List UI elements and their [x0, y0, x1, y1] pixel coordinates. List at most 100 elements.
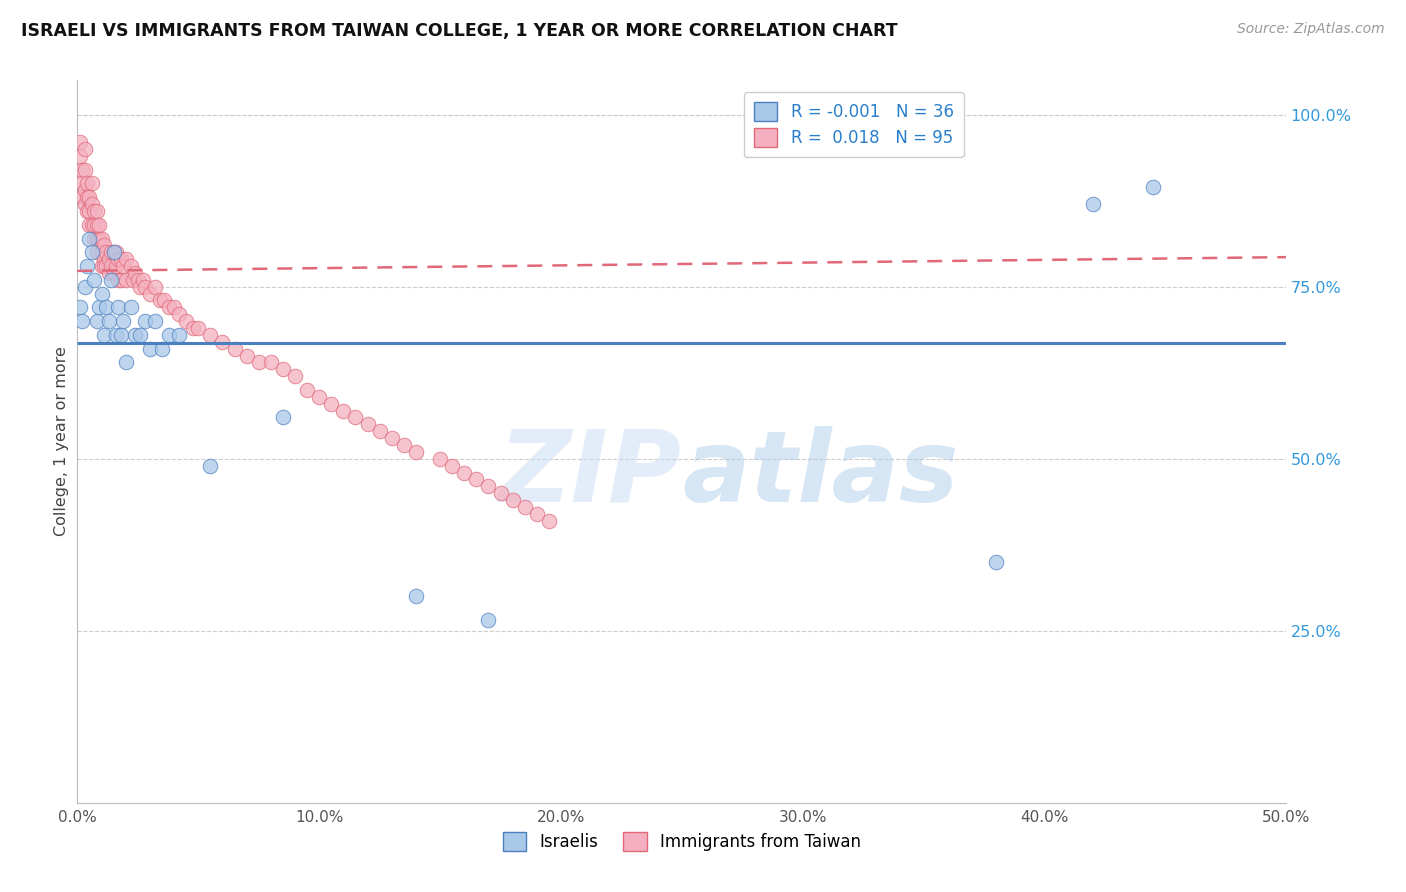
Point [69, 135, 91, 149]
Point [80, 218, 103, 232]
Point [83, 273, 105, 287]
Point [83, 231, 105, 245]
Legend: Israelis, Immigrants from Taiwan: Israelis, Immigrants from Taiwan [495, 823, 869, 860]
Point [271, 410, 294, 425]
Point [86, 204, 108, 219]
Point [103, 245, 125, 260]
Point [90, 245, 112, 260]
Point [105, 327, 128, 342]
Point [502, 493, 524, 508]
Text: Source: ZipAtlas.com: Source: ZipAtlas.com [1237, 22, 1385, 37]
Point [103, 266, 125, 280]
Point [124, 327, 146, 342]
Point [93, 252, 115, 267]
Point [105, 245, 128, 260]
Point [79, 218, 101, 232]
Point [344, 410, 367, 425]
Point [139, 286, 162, 301]
Point [174, 314, 197, 328]
Point [76, 190, 98, 204]
Point [183, 321, 205, 335]
Point [76, 177, 98, 191]
Point [110, 327, 132, 342]
Point [429, 451, 451, 466]
Point [139, 342, 162, 356]
Point [295, 383, 318, 397]
Point [86, 245, 108, 260]
Point [112, 259, 135, 273]
Point [200, 458, 222, 473]
Point [80, 245, 103, 260]
Point [97, 252, 120, 267]
Point [392, 438, 415, 452]
Point [148, 293, 170, 308]
Point [114, 252, 136, 267]
Point [107, 273, 129, 287]
Point [96, 301, 118, 315]
Point [105, 259, 128, 273]
Point [134, 279, 156, 293]
Point [73, 142, 96, 156]
Point [134, 314, 156, 328]
Point [489, 486, 512, 500]
Point [96, 245, 118, 260]
Point [381, 431, 404, 445]
Point [356, 417, 378, 432]
Point [73, 279, 96, 293]
Point [1142, 180, 1164, 194]
Y-axis label: College, 1 year or more: College, 1 year or more [53, 347, 69, 536]
Point [405, 590, 427, 604]
Point [93, 327, 115, 342]
Point [235, 349, 257, 363]
Point [131, 273, 153, 287]
Point [211, 334, 233, 349]
Point [224, 342, 246, 356]
Point [97, 314, 120, 328]
Point [70, 190, 93, 204]
Text: ISRAELI VS IMMIGRANTS FROM TAIWAN COLLEGE, 1 YEAR OR MORE CORRELATION CHART: ISRAELI VS IMMIGRANTS FROM TAIWAN COLLEG… [21, 22, 897, 40]
Point [271, 362, 294, 376]
Point [187, 321, 209, 335]
Point [167, 307, 190, 321]
Point [167, 327, 190, 342]
Point [86, 218, 108, 232]
Point [143, 279, 166, 293]
Point [86, 231, 108, 245]
Point [73, 162, 96, 177]
Point [477, 479, 499, 493]
Point [79, 190, 101, 204]
Point [73, 197, 96, 211]
Point [69, 149, 91, 163]
Point [405, 445, 427, 459]
Point [247, 355, 270, 369]
Point [332, 403, 354, 417]
Point [127, 273, 149, 287]
Point [153, 293, 176, 308]
Point [87, 218, 110, 232]
Point [150, 342, 173, 356]
Point [477, 614, 499, 628]
Point [107, 252, 129, 267]
Point [465, 472, 488, 486]
Point [122, 273, 145, 287]
Point [83, 204, 105, 219]
Point [260, 355, 283, 369]
Point [526, 507, 548, 521]
Point [79, 231, 101, 245]
Point [110, 252, 132, 267]
Point [284, 369, 307, 384]
Point [73, 183, 96, 197]
Point [513, 500, 536, 514]
Point [79, 204, 101, 219]
Point [157, 301, 180, 315]
Point [87, 301, 110, 315]
Point [90, 259, 112, 273]
Point [96, 259, 118, 273]
Point [120, 259, 142, 273]
Point [453, 466, 475, 480]
Point [83, 218, 105, 232]
Point [69, 301, 91, 315]
Point [93, 259, 115, 273]
Point [100, 245, 122, 260]
Point [143, 314, 166, 328]
